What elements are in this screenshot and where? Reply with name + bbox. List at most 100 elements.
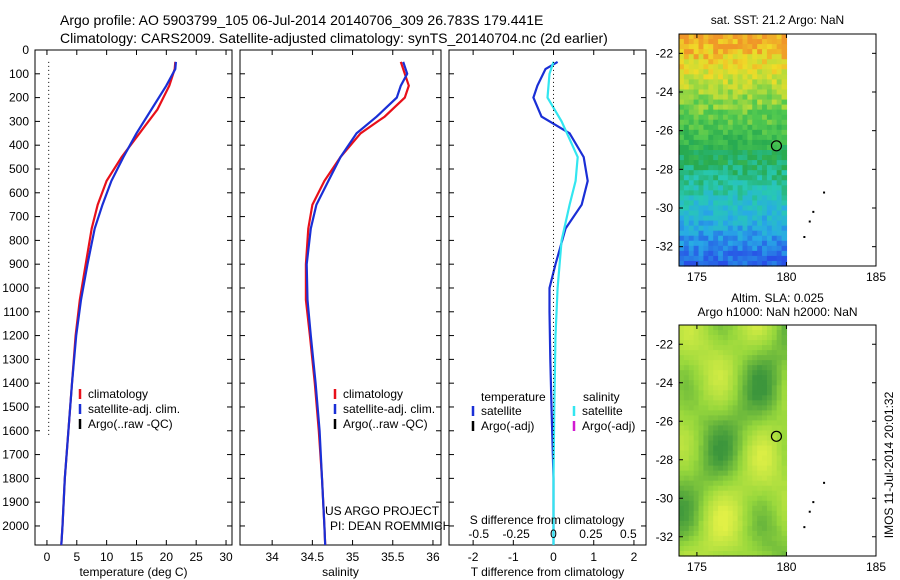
heatmap-cell [727,240,734,247]
heatmap-cell [747,490,753,497]
heatmap-cell [781,190,788,196]
heatmap-cell [679,175,685,181]
heatmap-cell [718,500,724,507]
heatmap-cell [752,74,758,80]
heatmap-cell [708,340,714,346]
heatmap-cell [683,119,690,126]
heatmap-cell [732,535,739,542]
heatmap-cell [679,485,685,492]
heatmap-cell [776,84,783,91]
heatmap-cell [757,200,763,207]
heatmap-cell [708,350,714,356]
heatmap-cell [718,435,724,442]
heatmap-cell [732,550,739,557]
heatmap-cell [752,195,758,202]
heatmap-cell [752,235,758,242]
heatmap-cell [776,490,783,497]
heatmap-cell [708,515,714,522]
heatmap-cell [683,330,690,336]
heatmap-cell [781,520,788,527]
heatmap-cell [742,155,748,161]
heatmap-cell [766,150,773,156]
heatmap-cell [679,435,685,442]
heatmap-cell [757,139,763,146]
heatmap-cell [757,89,763,96]
heatmap-cell [708,460,714,467]
heatmap-cell [762,430,768,437]
heatmap-cell [732,470,739,477]
heatmap-cell [766,79,773,86]
heatmap-cell [762,480,768,487]
heatmap-cell [766,250,773,257]
heatmap-cell [752,59,758,65]
heatmap-cell [752,39,758,45]
heatmap-cell [688,104,695,111]
heatmap-cell [747,460,753,467]
heatmap-cell [762,350,768,356]
heatmap-cell [762,545,768,552]
heatmap-cell [771,525,778,532]
heatmap-cell [752,490,758,497]
heatmap-cell [747,134,753,141]
heatmap-cell [708,44,714,50]
heatmap-cell [766,540,773,547]
heatmap-cell [713,255,719,262]
heatmap-cell [781,365,788,371]
heatmap-cell [718,160,724,166]
heatmap-cell [762,119,768,126]
heatmap-cell [737,530,744,537]
heatmap-cell [722,460,729,467]
heatmap-cell [688,455,695,462]
heatmap-cell [727,165,734,171]
heatmap-cell [762,84,768,91]
heatmap-cell [757,124,763,131]
heatmap-cell [752,500,758,507]
heatmap-cell [703,129,709,136]
heatmap-cell [679,54,685,60]
heatmap-cell [771,380,778,386]
heatmap-cell [776,500,783,507]
heatmap-cell [757,39,763,45]
heatmap-cell [776,530,783,537]
heatmap-cell [683,390,690,396]
heatmap-cell [693,109,700,116]
heatmap-cell [698,445,705,452]
heatmap-cell [757,370,763,376]
heatmap-cell [752,495,758,502]
heatmap-cell [771,155,778,161]
heatmap-cell [732,480,739,487]
heatmap-cell [688,79,695,86]
heatmap-cell [752,215,758,222]
heatmap-cell [698,410,705,416]
heatmap-cell [688,490,695,497]
heatmap-cell [771,175,778,181]
heatmap-cell [747,190,753,196]
heatmap-cell [781,139,788,146]
heatmap-cell [737,460,744,467]
heatmap-cell [742,485,748,492]
heatmap-cell [776,440,783,447]
heatmap-cell [781,525,788,532]
heatmap-cell [722,245,729,252]
heatmap-cell [757,99,763,106]
heatmap-cell [752,99,758,106]
heatmap-cell [752,385,758,391]
heatmap-cell [766,210,773,217]
heatmap-cell [693,530,700,537]
heatmap-cell [742,390,748,396]
heatmap-cell [718,470,724,477]
heatmap-cell [693,210,700,217]
heatmap-cell [727,64,734,70]
heatmap-cell [683,124,690,131]
heatmap-cell [683,155,690,161]
heatmap-cell [679,540,685,547]
heatmap-cell [718,255,724,262]
heatmap-cell [688,114,695,121]
heatmap-cell [781,325,788,331]
heatmap-cell [727,525,734,532]
heatmap-cell [683,39,690,45]
heatmap-cell [747,380,753,386]
heatmap-cell [722,210,729,217]
heatmap-cell [713,69,719,75]
heatmap-cell [771,195,778,202]
